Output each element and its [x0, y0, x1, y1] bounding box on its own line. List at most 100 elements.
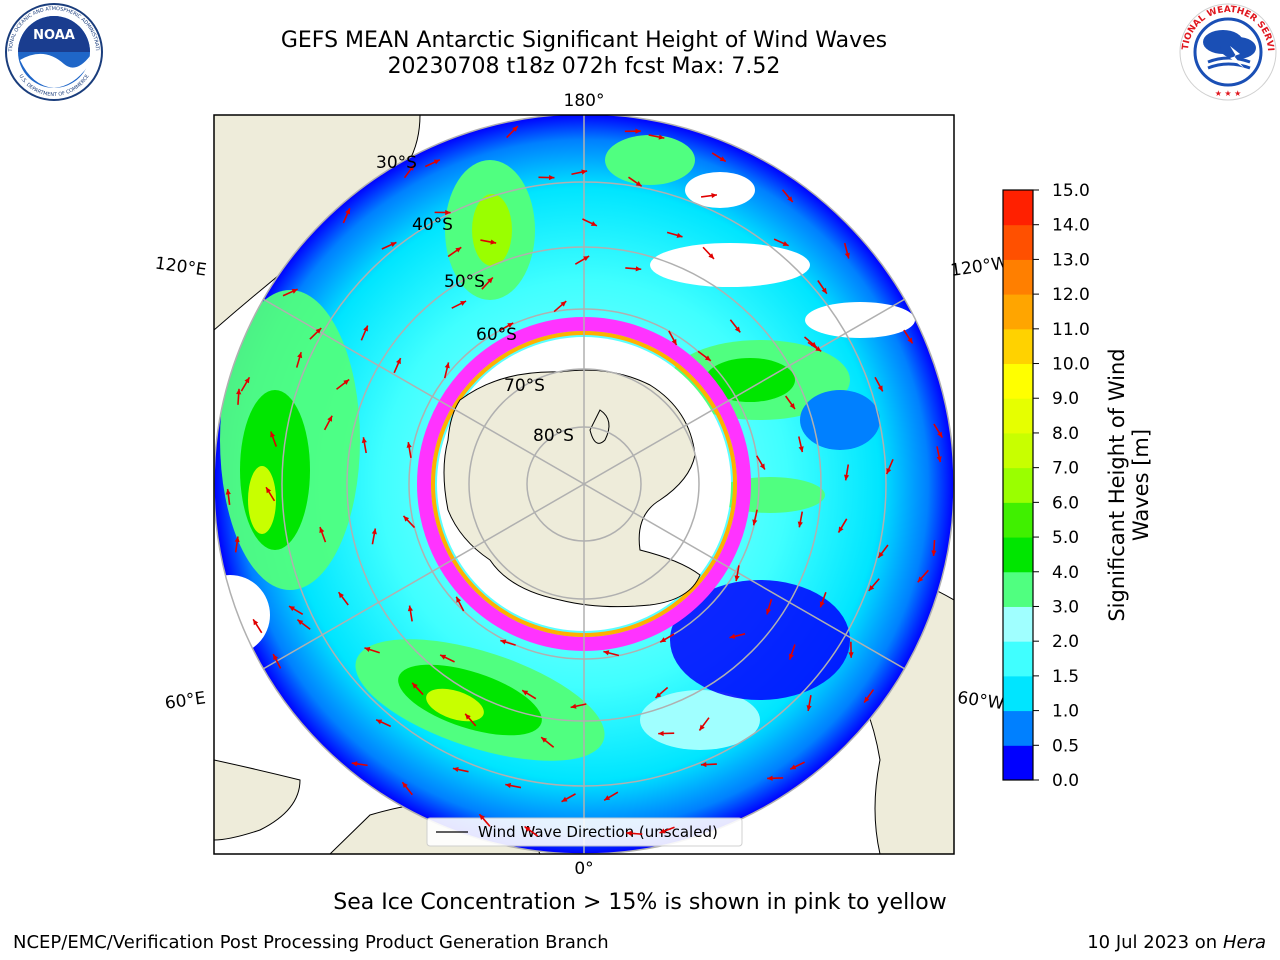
colorbar-tick-label: 13.0: [1052, 250, 1090, 270]
wind-arrow-head: [937, 431, 943, 438]
legend-label: Wind Wave Direction (unscaled): [478, 823, 718, 841]
wind-arrow-head: [806, 705, 812, 711]
wind-arrow-head: [315, 328, 322, 334]
wind-arrow-head: [402, 782, 408, 789]
nws-logo: NATIONAL WEATHER SERVICE ★ ★ ★: [1178, 2, 1277, 101]
wind-arrow-head: [297, 619, 304, 625]
colorbar-block: [1003, 224, 1033, 260]
wind-arrow-head: [711, 192, 717, 199]
wind-arrow-head: [319, 527, 325, 534]
colorbar-tick-label: 0.0: [1052, 771, 1079, 790]
wind-arrow-head: [767, 775, 773, 781]
colorbar-block: [1003, 537, 1033, 573]
chart-subtitle: 20230708 t18z 072h fcst Max: 7.52: [387, 54, 781, 79]
colorbar-block: [1003, 467, 1033, 503]
svg-text:★ ★ ★: ★ ★ ★: [1215, 89, 1242, 98]
colorbar-tick-label: 6.0: [1052, 493, 1079, 513]
wind-arrow-head: [345, 208, 350, 215]
wind-arrow-head: [361, 437, 367, 444]
wind-wave-direction-arrows: [225, 125, 944, 837]
wind-arrow-head: [570, 703, 577, 709]
colorbar-block: [1003, 432, 1033, 469]
wind-arrow-head: [790, 764, 797, 770]
wind-arrow-head: [270, 431, 276, 438]
colorbar-tick-label: 8.0: [1052, 424, 1079, 444]
colorbar-block: [1003, 502, 1033, 538]
wind-arrow-head: [522, 690, 529, 696]
wind-arrow-head: [815, 346, 822, 352]
colorbar-tick-label: 9.0: [1052, 389, 1079, 409]
wind-arrow-head: [433, 159, 440, 165]
lon-label-180: 180°: [564, 91, 605, 111]
colorbar-tick-label: 7.0: [1052, 459, 1079, 479]
wind-arrow-head: [560, 301, 567, 307]
wind-arrow-head: [848, 652, 854, 658]
wind-arrow-head: [273, 654, 279, 661]
wind-arrow-head: [581, 169, 588, 175]
wind-arrow-head: [708, 253, 714, 259]
colorbar-block: [1003, 259, 1033, 295]
sea-ice-caption: Sea Ice Concentration > 15% is shown in …: [333, 890, 947, 915]
wind-arrow-head: [444, 362, 450, 369]
wind-arrow-head: [524, 826, 531, 832]
noaa-logo-text: NOAA: [33, 28, 75, 43]
wind-arrow-head: [821, 287, 827, 294]
wind-arrow-head: [868, 585, 875, 591]
wind-arrow-head: [907, 337, 913, 344]
colorbar-tick-label: 14.0: [1052, 216, 1090, 236]
graticule: [214, 115, 954, 854]
colorbar-block: [1003, 363, 1033, 399]
lat-label-40s: 40°S: [412, 215, 453, 235]
colorbar-block: [1003, 710, 1033, 746]
wind-arrow-head: [465, 713, 471, 720]
wind-arrow-head: [782, 241, 789, 246]
wind-arrow-head: [590, 221, 597, 226]
lon-label-120e: 120°E: [154, 254, 208, 281]
colorbar-tick-label: 15.0: [1052, 181, 1090, 201]
wind-arrow-head: [844, 252, 850, 259]
wind-arrow-head: [798, 446, 804, 453]
antarctica-landmass: [443, 369, 701, 608]
wind-arrow-head: [752, 519, 758, 526]
wind-arrow-head: [635, 266, 642, 272]
wind-arrow-head: [719, 156, 726, 162]
map-legend: Wind Wave Direction (unscaled): [426, 817, 743, 847]
lat-label-60s: 60°S: [476, 325, 517, 345]
wind-arrow-head: [266, 487, 272, 494]
wind-arrow-head: [487, 277, 493, 284]
wind-arrow-head: [445, 209, 451, 216]
wind-arrow-head: [635, 181, 642, 187]
footer-date: 10 Jul 2023 on: [1087, 932, 1223, 953]
wind-arrow-head: [225, 488, 231, 495]
wind-arrow-head: [244, 377, 250, 384]
footer-system: Hera: [1222, 932, 1266, 953]
wind-arrow-head: [843, 474, 850, 481]
wind-arrow-head: [699, 724, 705, 731]
wind-arrow-head: [561, 796, 568, 802]
wind-arrow-head: [819, 601, 825, 608]
wind-arrow-head: [765, 608, 771, 615]
wind-arrow-head: [505, 782, 512, 789]
wind-arrow-head: [659, 828, 666, 834]
wind-arrow-head: [838, 526, 844, 533]
lat-label-30s: 30°S: [376, 153, 417, 173]
wind-arrow-head: [327, 415, 333, 422]
wind-arrow-head: [660, 637, 667, 643]
colorbar-tick-label: 1.0: [1052, 702, 1079, 722]
wind-arrow-head: [655, 692, 662, 698]
wind-arrow-head: [658, 730, 664, 737]
wind-arrow-head: [338, 592, 344, 599]
colorbar-block: [1003, 328, 1033, 365]
colorbar-tick-label: 1.5: [1052, 667, 1079, 687]
wind-arrow-head: [396, 358, 401, 365]
colorbar-tick-label: 4.0: [1052, 563, 1079, 583]
colorbar-block: [1003, 571, 1033, 607]
wind-arrow-head: [734, 326, 741, 333]
wind-arrow-head: [455, 247, 462, 253]
wind-arrow-head: [364, 647, 371, 653]
footer-left: NCEP/EMC/Verification Post Processing Pr…: [13, 932, 609, 953]
wind-arrow-head: [507, 322, 514, 328]
lat-label-70s: 70°S: [504, 376, 545, 396]
wind-arrow-head: [877, 385, 883, 392]
colorbar-tick-label: 11.0: [1052, 320, 1090, 340]
